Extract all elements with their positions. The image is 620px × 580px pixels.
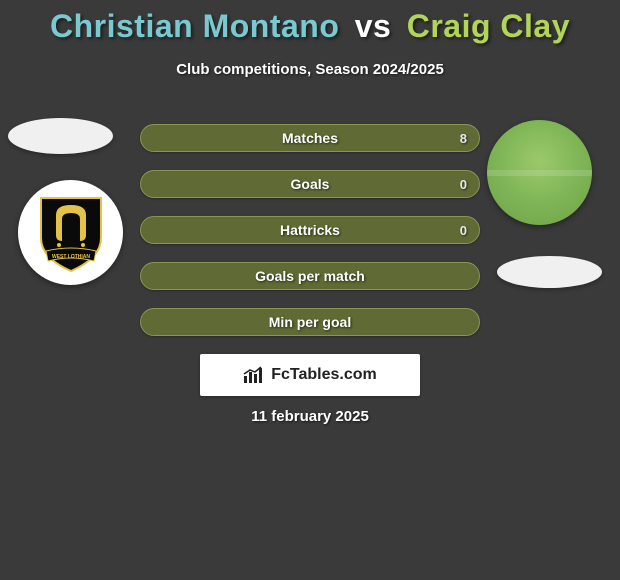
stat-label: Matches [141,125,479,151]
page-title: Christian Montano vs Craig Clay [0,0,620,45]
stat-label: Min per goal [141,309,479,335]
bar-chart-icon [243,366,265,384]
stat-row-mpg: Min per goal [140,308,480,336]
date-text: 11 february 2025 [0,408,620,425]
stat-row-matches: Matches 8 [140,124,480,152]
brand-text: FcTables.com [271,366,377,384]
subtitle: Club competitions, Season 2024/2025 [0,61,620,78]
brand-box: FcTables.com [200,354,420,396]
stat-row-goals: Goals 0 [140,170,480,198]
player2-name: Craig Clay [407,8,570,44]
stat-row-hattricks: Hattricks 0 [140,216,480,244]
player1-club-crest: WEST LOTHIAN [18,180,123,285]
svg-text:WEST LOTHIAN: WEST LOTHIAN [51,254,89,260]
stat-value: 0 [460,171,467,197]
player2-badge-placeholder [497,256,602,288]
stat-value: 0 [460,217,467,243]
vs-text: vs [355,8,392,44]
player2-avatar-placeholder [487,120,592,225]
player1-name: Christian Montano [50,8,339,44]
stats-table: Matches 8 Goals 0 Hattricks 0 Goals per … [140,124,480,354]
shield-icon: WEST LOTHIAN [36,193,106,273]
player1-badge-placeholder [8,118,113,154]
stat-value: 8 [460,125,467,151]
stat-label: Goals [141,171,479,197]
stat-row-gpm: Goals per match [140,262,480,290]
stat-label: Goals per match [141,263,479,289]
stat-label: Hattricks [141,217,479,243]
